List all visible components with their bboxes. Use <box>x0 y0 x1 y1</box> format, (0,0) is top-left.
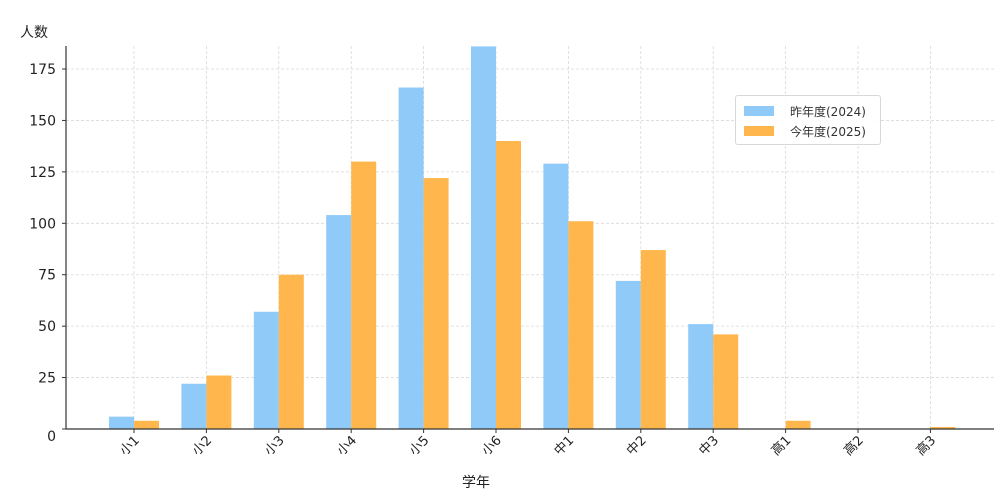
y-tick-label: 175 <box>29 62 56 78</box>
x-tick-label: 小6 <box>479 433 505 459</box>
x-tick-label: 小5 <box>407 433 433 459</box>
y-tick-label: 50 <box>38 319 56 335</box>
bar-小1-1 <box>134 420 159 429</box>
bar-中2-1 <box>640 250 666 429</box>
x-tick-label: 中2 <box>624 433 650 459</box>
x-tick-label: 中1 <box>552 433 578 459</box>
x-tick-labels: 小1 小2 小3 小4 小5 小6 中1 中2 中3 高1 高2 高3 <box>117 433 939 459</box>
bar-高3-1 <box>930 426 956 429</box>
x-tick-label: 高2 <box>840 433 866 459</box>
y-tick-label: 25 <box>38 371 56 387</box>
y-tick-label: 0 <box>47 429 56 445</box>
x-tick-label: 高1 <box>768 433 794 459</box>
legend-label-2025: 今年度(2025) <box>790 124 866 139</box>
bar-中3-1 <box>713 334 739 429</box>
bars <box>109 46 956 430</box>
bar-小4-0 <box>326 215 352 429</box>
y-tick-label: 100 <box>29 216 56 232</box>
bar-中2-0 <box>615 280 641 429</box>
bar-小6-1 <box>496 141 521 429</box>
legend-item-2025: 今年度(2025) <box>744 121 872 141</box>
y-axis-label: 人数 <box>20 25 48 41</box>
bar-小3-1 <box>278 274 304 429</box>
x-tick-label: 高3 <box>913 433 939 459</box>
bar-中1-1 <box>568 221 594 429</box>
legend-swatch-2024 <box>744 106 774 116</box>
y-tick-label: 150 <box>29 113 56 129</box>
bar-高1-1 <box>785 420 811 429</box>
bar-小4-1 <box>351 161 377 429</box>
x-tick-label: 小3 <box>262 433 288 459</box>
legend-swatch-2025 <box>744 126 774 136</box>
x-tick-label: 小1 <box>117 433 143 459</box>
bar-小2-1 <box>206 375 232 429</box>
x-axis-label: 学年 <box>462 475 490 491</box>
bar-小1-0 <box>109 416 134 429</box>
bar-小5-0 <box>398 87 424 430</box>
y-tick-label: 75 <box>38 268 56 284</box>
legend-item-2024: 昨年度(2024) <box>744 101 872 121</box>
bar-小3-0 <box>253 311 279 429</box>
bar-小5-1 <box>423 178 449 429</box>
legend: 昨年度(2024) 今年度(2025) <box>735 95 881 145</box>
bar-小6-0 <box>471 46 496 429</box>
y-tick-labels: 0 25 50 75 100 125 150 175 <box>29 62 56 445</box>
bar-中1-0 <box>543 163 569 429</box>
axes <box>62 46 994 433</box>
y-tick-label: 125 <box>29 165 56 181</box>
bar-中3-0 <box>688 324 714 429</box>
x-tick-label: 小2 <box>190 433 216 459</box>
x-tick-label: 小4 <box>334 433 360 459</box>
bar-小2-0 <box>181 383 207 429</box>
x-tick-label: 中3 <box>696 433 722 459</box>
legend-label-2024: 昨年度(2024) <box>790 104 866 119</box>
